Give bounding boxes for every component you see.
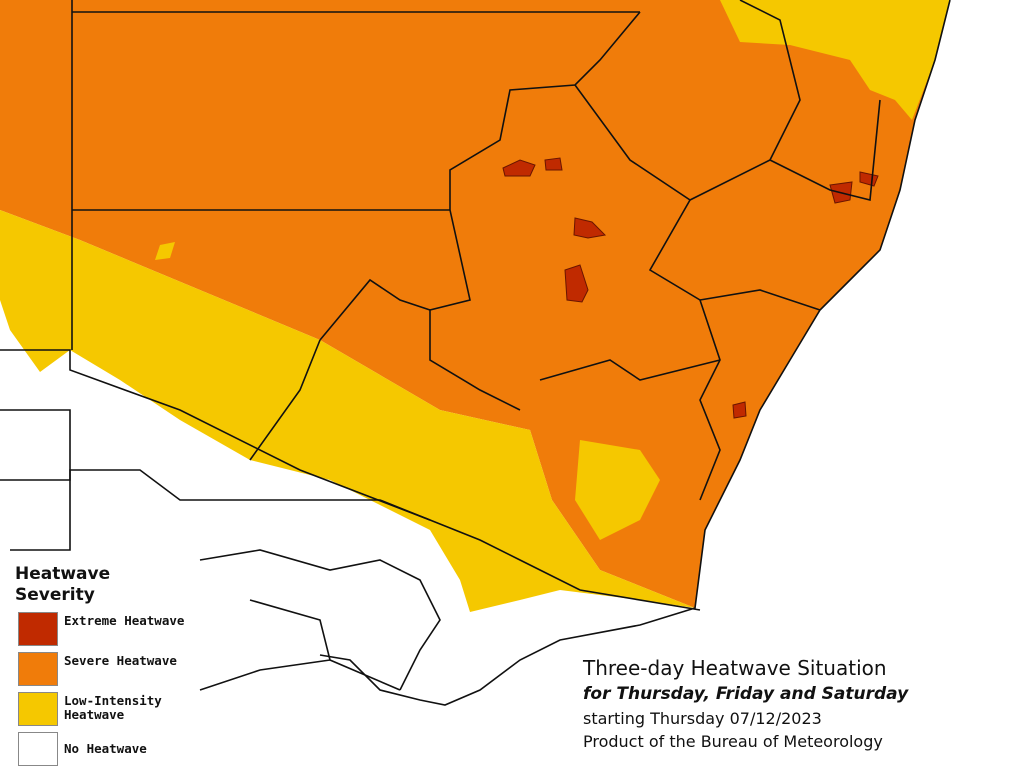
info-subtitle: for Thursday, Friday and Saturday	[583, 684, 909, 704]
legend-label: No Heatwave	[64, 741, 147, 756]
legend-title: Heatwave Severity	[15, 564, 111, 605]
info-date: starting Thursday 07/12/2023	[583, 709, 822, 728]
legend-label: Severe Heatwave	[64, 653, 177, 668]
legend-label: Extreme Heatwave	[64, 613, 185, 628]
legend-swatch	[18, 732, 58, 766]
low-intensity-area	[0, 0, 950, 612]
legend-label: Low-Intensity Heatwave	[64, 693, 162, 722]
info-title: Three-day Heatwave Situation	[583, 656, 887, 680]
legend-swatch	[18, 612, 58, 646]
borders	[0, 0, 951, 706]
legend-swatch	[18, 692, 58, 726]
info-source: Product of the Bureau of Meteorology	[583, 732, 883, 751]
severe-area	[0, 0, 950, 608]
legend-swatch	[18, 652, 58, 686]
extreme-area	[502, 157, 879, 419]
